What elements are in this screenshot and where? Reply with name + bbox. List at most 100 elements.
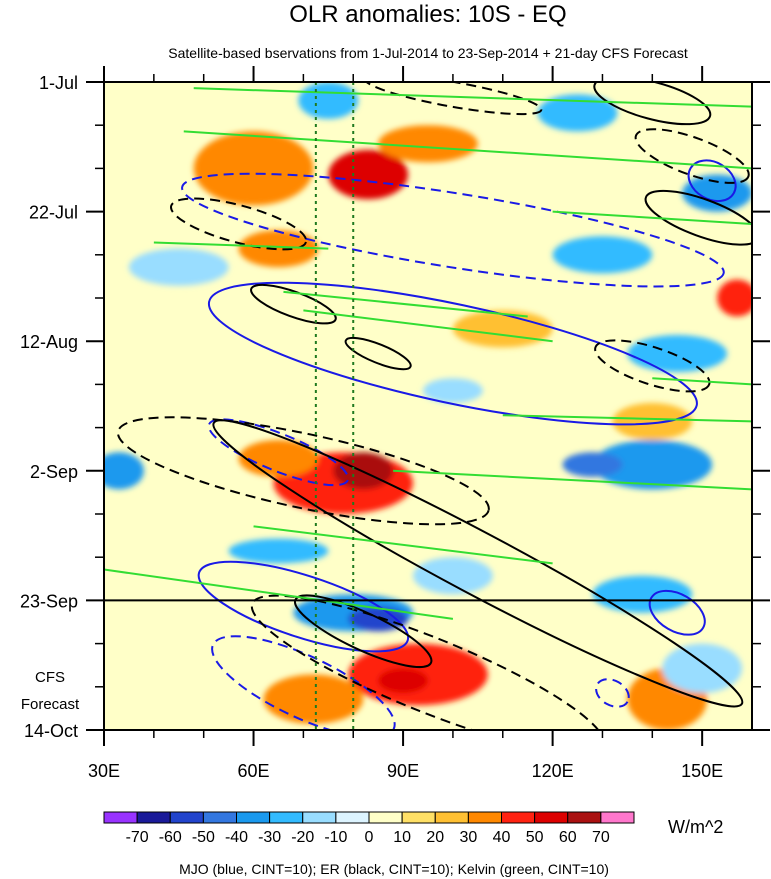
mjo-negative-contour-1 [207, 418, 350, 487]
colorbar-label-4: -30 [258, 829, 281, 846]
colorbar-label-14: 70 [592, 829, 610, 846]
colorbar-label-12: 50 [526, 829, 544, 846]
kelvin-line-5 [253, 525, 553, 565]
colorbar-swatch-1 [136, 811, 171, 824]
colorbar-swatch-13 [534, 811, 569, 824]
colorbar-swatch-15 [600, 811, 635, 824]
anomaly-blob-15 [537, 94, 618, 132]
kelvin-line-6 [393, 469, 752, 491]
plot-area [104, 82, 752, 730]
anomaly-blob-26 [413, 557, 493, 595]
anomaly-blob-7 [378, 668, 429, 693]
kelvin-line-2 [283, 290, 528, 318]
forecast-label-line2: Forecast [21, 696, 80, 713]
y-tick-label-5: 14-Oct [24, 721, 78, 741]
anomaly-blob-11 [238, 230, 319, 268]
colorbar-swatch-4 [236, 811, 271, 824]
plot-frame [103, 81, 753, 731]
anomaly-blob-27 [592, 575, 693, 613]
colorbar-swatch-7 [335, 811, 370, 824]
colorbar-swatch-3 [202, 811, 237, 824]
er-contour-4 [644, 189, 752, 246]
colorbar-label-1: -60 [159, 829, 182, 846]
forecast-label-line1: CFS [35, 669, 65, 686]
colorbar-label-10: 30 [459, 829, 477, 846]
mjo-contour-1 [197, 560, 410, 653]
anomaly-blob-13 [612, 402, 693, 440]
anomaly-blob-0 [193, 131, 314, 206]
anomaly-blob-2 [378, 125, 478, 163]
anomaly-blob-25 [228, 538, 329, 564]
anomaly-blob-21 [592, 439, 713, 490]
colorbar-label-3: -40 [225, 829, 248, 846]
er-negative-contour-1 [116, 416, 490, 526]
contour-legend-footnote: MJO (blue, CINT=10); ER (black, CINT=10)… [179, 861, 609, 877]
x-tick-label-1: 60E [238, 761, 270, 781]
colorbar-label-6: -10 [324, 829, 347, 846]
colorbar-label-2: -50 [192, 829, 215, 846]
x-tick-label-4: 150E [681, 761, 723, 781]
x-tick-label-2: 90E [387, 761, 419, 781]
anomaly-blob-12 [452, 310, 553, 348]
colorbar-swatch-8 [368, 811, 403, 824]
chart-title: OLR anomalies: 10S - EQ [289, 1, 566, 28]
colorbar-swatch-11 [467, 811, 502, 824]
colorbar: -70 -60 -50 -40 -30 -20 -10 0 10 20 30 40 50 60 70 [103, 811, 635, 846]
anomaly-blob-10 [717, 279, 752, 317]
x-axis: 30E 60E 90E 120E 150E [88, 66, 723, 781]
anomaly-blob-19 [627, 335, 728, 373]
anomaly-blob-29 [423, 378, 483, 403]
er-negative-contour-3 [594, 339, 711, 393]
kelvin-line-9 [153, 241, 329, 250]
colorbar-label-13: 60 [559, 829, 577, 846]
y-tick-label-4: 23-Sep [20, 591, 78, 611]
kelvin-line-10 [552, 210, 752, 225]
kelvin-line-7 [502, 414, 752, 423]
mjo-contour-3 [687, 159, 737, 203]
colorbar-swatch-6 [302, 811, 337, 824]
colorbar-swatch-5 [269, 811, 304, 824]
er-contour-1 [344, 336, 412, 371]
anomaly-blob-28 [662, 643, 743, 693]
colorbar-label-9: 20 [426, 829, 444, 846]
er-contour-2 [212, 419, 744, 708]
anomaly-blob-16 [682, 174, 752, 212]
colorbar-label-5: -20 [291, 829, 314, 846]
y-tick-label-3: 2-Sep [30, 462, 78, 482]
colorbar-swatch-0 [103, 811, 138, 824]
er-negative-contour-2 [250, 594, 606, 730]
kelvin-line-4 [104, 568, 454, 620]
kelvin-line-0 [183, 130, 752, 170]
y-tick-label-1: 22-Jul [29, 203, 78, 223]
y-tick-label-0: 1-Jul [39, 73, 78, 93]
anomaly-blob-14 [298, 82, 359, 120]
mjo-contour-0 [207, 281, 698, 426]
kelvin-line-8 [652, 377, 752, 386]
kelvin-line-3 [303, 309, 553, 343]
anomaly-blob-17 [128, 248, 229, 286]
colorbar-label-11: 40 [493, 829, 511, 846]
colorbar-swatch-9 [401, 811, 436, 824]
x-tick-label-3: 120E [532, 761, 574, 781]
x-tick-label-0: 30E [88, 761, 120, 781]
colorbar-label-8: 10 [393, 829, 411, 846]
colorbar-swatch-10 [434, 811, 469, 824]
y-tick-label-2: 12-Aug [20, 332, 78, 352]
anomaly-blob-20 [104, 452, 144, 490]
anomaly-blob-18 [552, 236, 653, 274]
mjo-negative-contour-0 [181, 172, 725, 288]
colorbar-label-7: 0 [365, 829, 374, 846]
chart-subtitle: Satellite-based bservations from 1-Jul-2… [168, 45, 688, 61]
er-negative-contour-5 [634, 128, 750, 184]
er-negative-contour-0 [170, 197, 308, 251]
mjo-contour-2 [648, 589, 706, 636]
mjo-negative-contour-3 [595, 678, 630, 708]
y-axis: 1-Jul 22-Jul 12-Aug 2-Sep 23-Sep 14-Oct [20, 73, 770, 741]
colorbar-swatch-2 [169, 811, 204, 824]
anomaly-blob-1 [328, 149, 409, 200]
colorbar-label-0: -70 [126, 829, 149, 846]
colorbar-units: W/m^2 [668, 817, 723, 837]
colorbar-swatch-14 [567, 811, 602, 824]
colorbar-swatch-12 [501, 811, 536, 824]
